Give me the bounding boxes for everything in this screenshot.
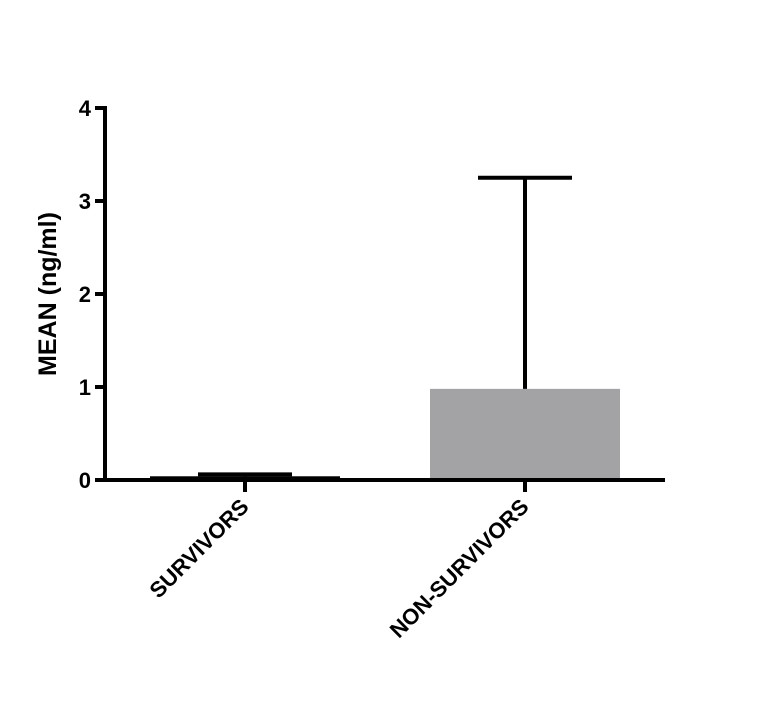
y-tick-label: 3 [79,189,91,214]
y-tick-label: 2 [79,282,91,307]
y-tick-label: 4 [79,96,92,121]
y-tick-label: 1 [79,375,91,400]
x-tick-label: NON-SURVIVORS [385,494,534,643]
y-axis-label: MEAN (ng/ml) [34,212,62,376]
bar-non-survivors [430,388,620,480]
x-tick-label: SURVIVORS [145,494,254,603]
y-tick-label: 0 [79,468,91,493]
